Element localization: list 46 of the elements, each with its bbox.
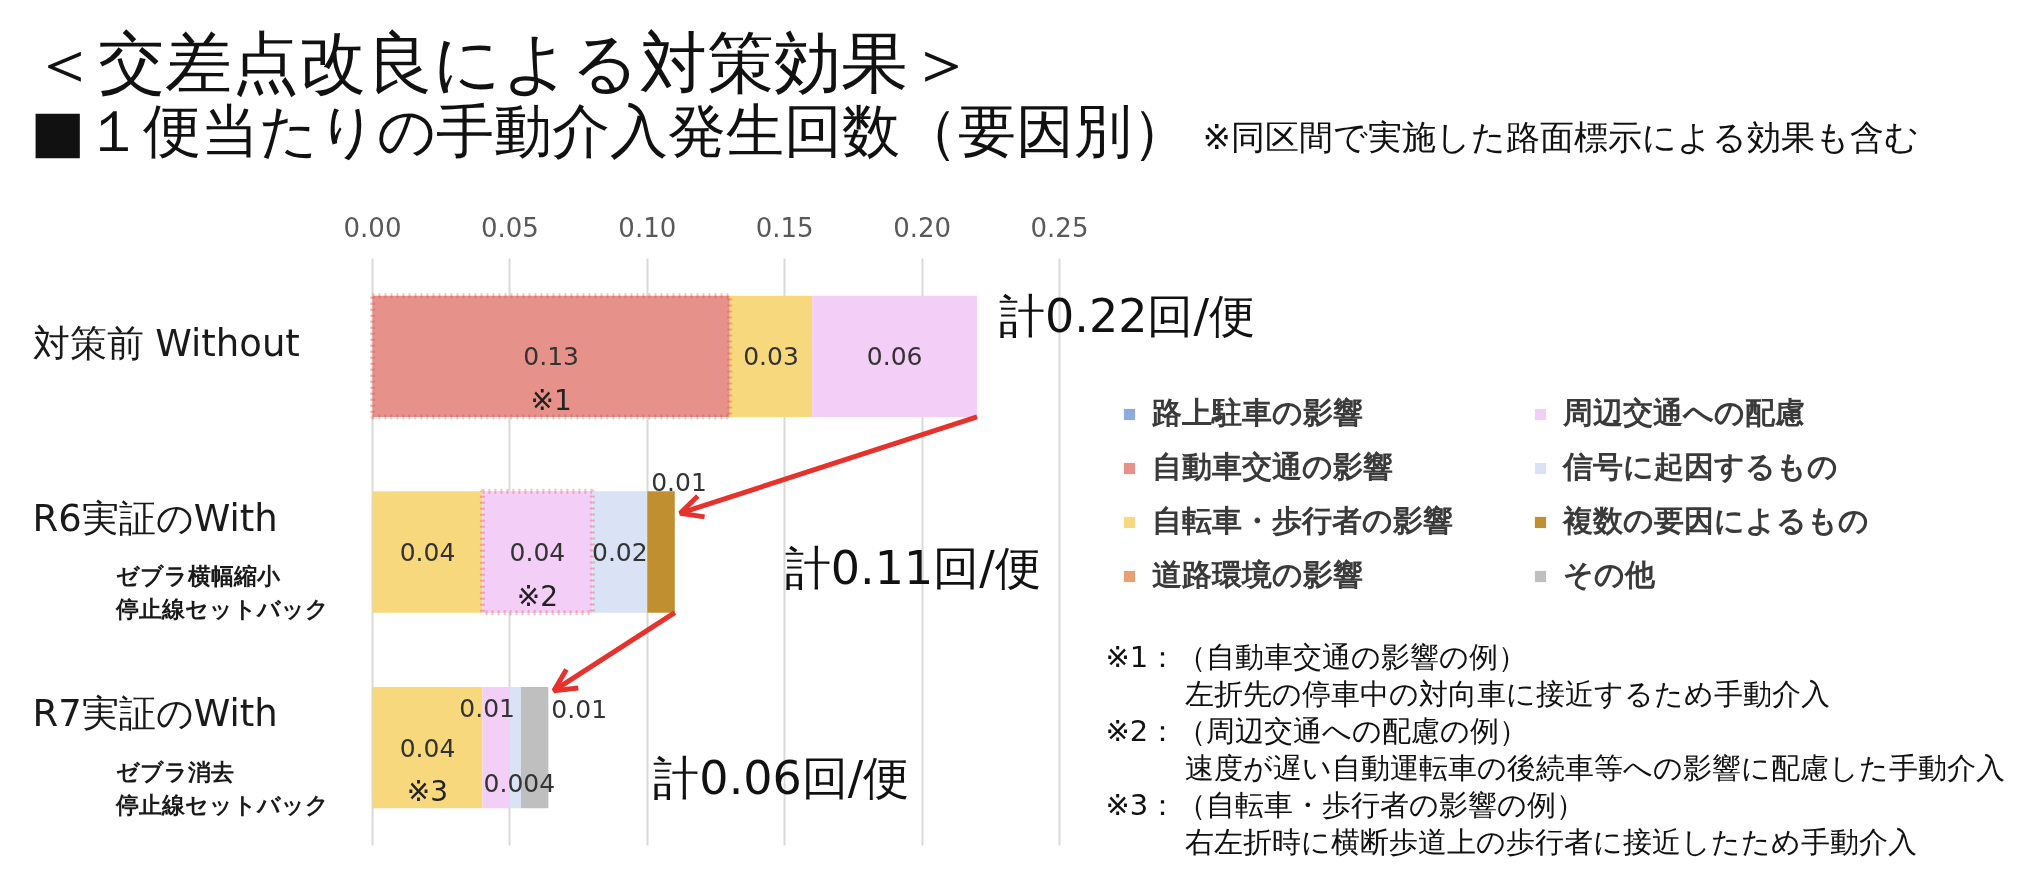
bar bbox=[647, 491, 675, 613]
text: ゼブラ横幅縮小 bbox=[115, 563, 281, 589]
bar bbox=[729, 295, 813, 417]
legend-label: 道路環境の影響 bbox=[1152, 556, 1364, 594]
data-label: 0.01 bbox=[551, 694, 608, 724]
text: ゼブラ消去 bbox=[115, 758, 234, 785]
data-label: 0.03 bbox=[743, 342, 799, 372]
total-label: 計0.22回/便 bbox=[999, 289, 1255, 344]
legend-label: 自転車・歩行者の影響 bbox=[1152, 502, 1454, 540]
x-tick-label: 0.00 bbox=[343, 212, 402, 243]
legend-label: 複数の要因によるもの bbox=[1563, 502, 1870, 540]
annotation: ※1 bbox=[530, 383, 572, 417]
text: 停止線セットバック bbox=[114, 596, 329, 622]
legend-label: 周辺交通への配慮 bbox=[1563, 394, 1806, 432]
y-tick-label: 対策前 Without bbox=[32, 321, 300, 365]
total-label: 計0.06回/便 bbox=[653, 750, 910, 805]
text: 停止線セットバック bbox=[114, 791, 329, 818]
y-tick-label: R6実証のWith bbox=[32, 496, 278, 540]
x-tick-label: 0.10 bbox=[618, 212, 677, 243]
legend-label: その他 bbox=[1563, 556, 1656, 594]
data-label: 0.02 bbox=[591, 538, 648, 567]
text: ※3：（自転車・歩行者の影響の例） bbox=[1105, 787, 1586, 822]
x-tick-label: 0.15 bbox=[755, 212, 814, 243]
total-label: 計0.11回/便 bbox=[784, 541, 1041, 595]
data-label: 0.04 bbox=[399, 538, 456, 567]
data-label: 0.04 bbox=[399, 733, 456, 763]
legend-label: 自動車交通の影響 bbox=[1152, 448, 1394, 486]
data-label: 0.04 bbox=[509, 538, 566, 567]
text: ※同区間で実施した路面標示による効果も含む bbox=[1202, 116, 1919, 157]
text: ※1：（自動車交通の影響の例） bbox=[1105, 639, 1528, 674]
text: 左折先の停車中の対向車に接近するため手動介入 bbox=[1184, 676, 1830, 711]
annotation: ※2 bbox=[516, 579, 559, 613]
legend-label: 信号に起因するもの bbox=[1563, 448, 1839, 486]
y-tick-label: R7実証のWith bbox=[32, 692, 278, 736]
data-label: 0.004 bbox=[483, 768, 556, 798]
legend-label: 路上駐車の影響 bbox=[1152, 394, 1364, 432]
data-label: 0.01 bbox=[651, 468, 707, 497]
text: 速度が遅い自動運転車の後続車等への影響に配慮した手動介入 bbox=[1184, 750, 2005, 785]
x-tick-label: 0.20 bbox=[893, 212, 952, 243]
x-tick-label: 0.05 bbox=[480, 212, 539, 243]
data-label: 0.13 bbox=[523, 342, 579, 372]
annotation: ※3 bbox=[406, 775, 449, 809]
text: ※2：（周辺交通への配慮の例） bbox=[1105, 713, 1529, 748]
data-label: 0.06 bbox=[866, 342, 923, 372]
text: 右左折時に横断歩道上の歩行者に接近したため手動介入 bbox=[1184, 824, 1917, 859]
x-tick-label: 0.25 bbox=[1030, 212, 1089, 243]
